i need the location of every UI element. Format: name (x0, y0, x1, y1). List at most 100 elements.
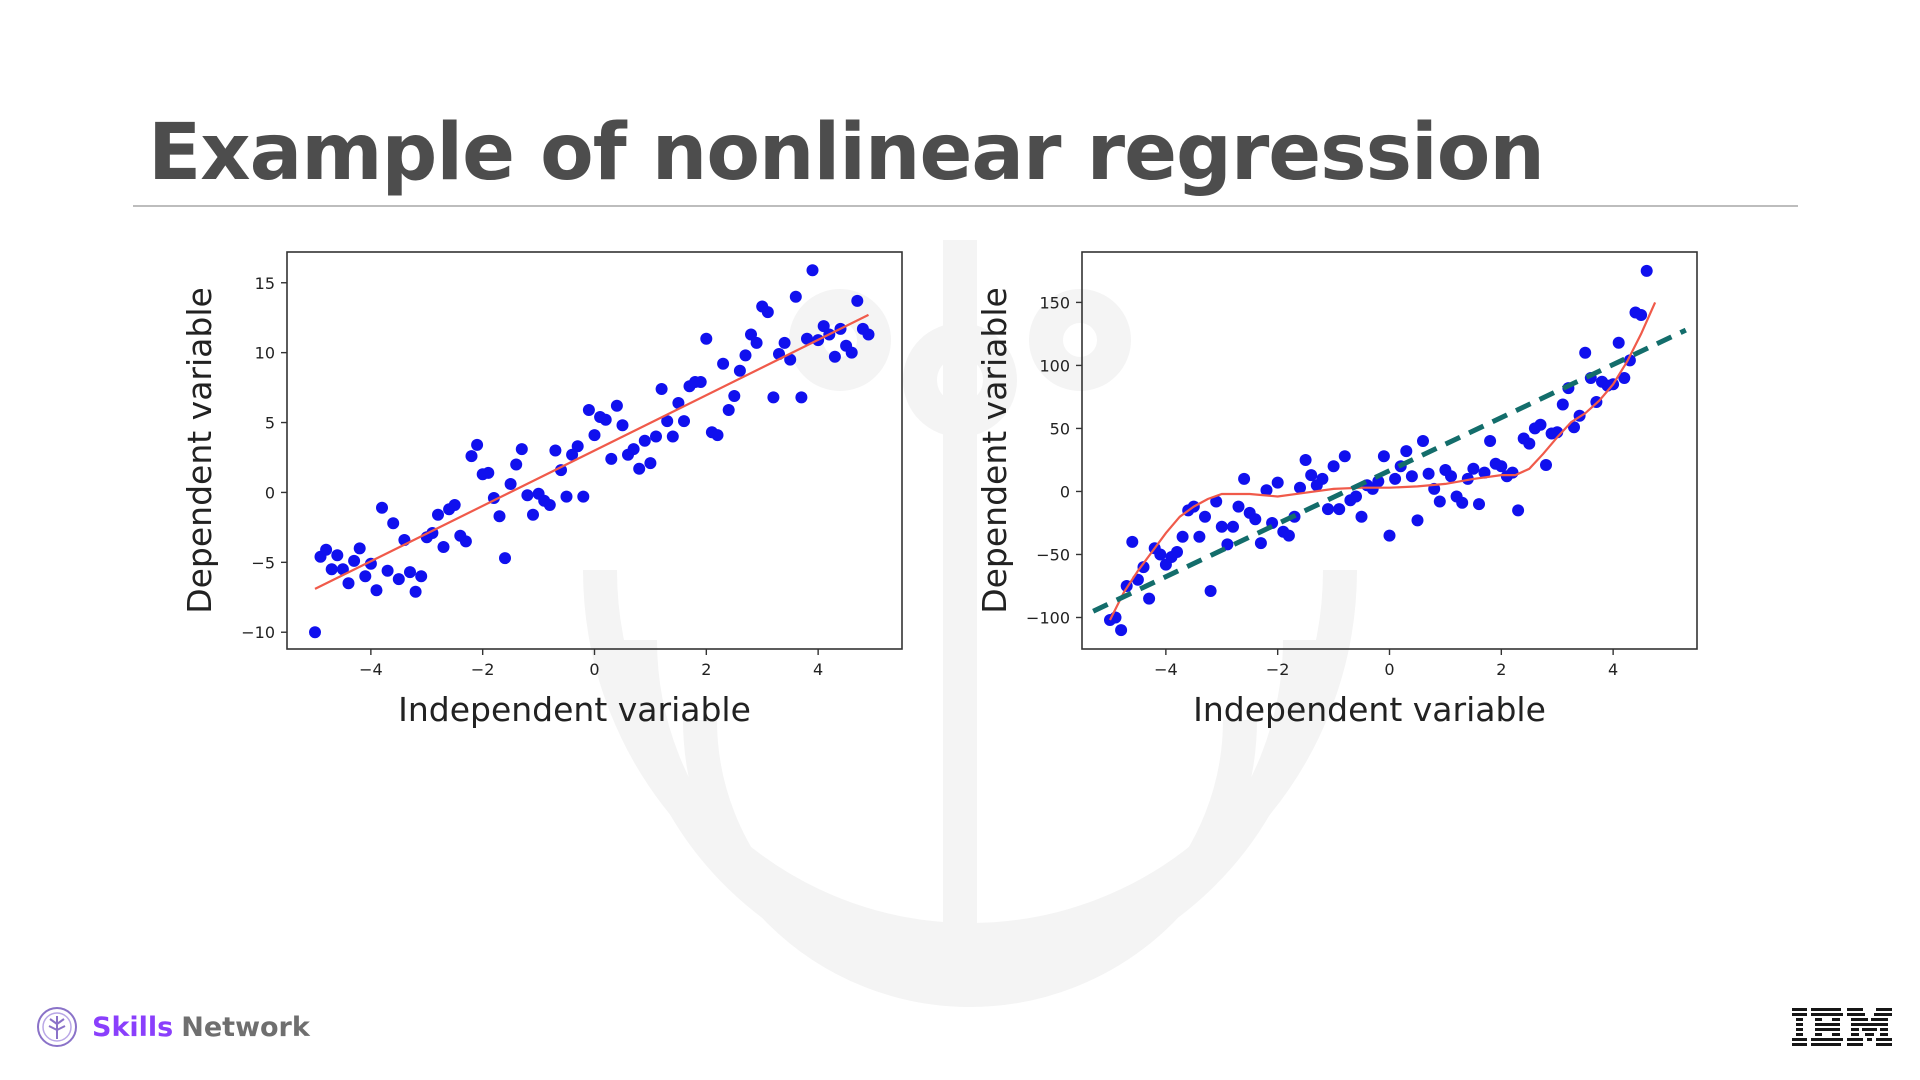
data-point (1372, 475, 1385, 488)
data-point (711, 429, 724, 442)
data-point (404, 566, 416, 579)
data-point (1405, 470, 1418, 483)
x-tick-label: −4 (359, 660, 383, 679)
data-point (767, 391, 780, 404)
data-point (1327, 460, 1340, 473)
data-point (515, 443, 528, 456)
data-point (320, 543, 333, 556)
data-point (392, 573, 405, 586)
data-point (482, 466, 495, 479)
data-point (1417, 435, 1429, 447)
x-tick-label: −2 (1266, 660, 1290, 679)
skills-network-brand: Skills Network (36, 1006, 310, 1048)
data-point (1199, 510, 1211, 523)
data-point (806, 264, 819, 277)
fit-curve-line (1109, 301, 1657, 621)
data-point (1640, 264, 1653, 277)
data-point (801, 332, 813, 345)
data-point (1260, 484, 1273, 497)
data-point (1249, 513, 1262, 526)
data-point (678, 415, 690, 428)
data-point (1389, 472, 1402, 485)
data-point (722, 404, 735, 416)
data-point (342, 577, 355, 590)
data-point (1316, 472, 1329, 485)
data-point (627, 443, 640, 456)
brand-skills-word: Skills (92, 1011, 174, 1043)
y-tick-label: −10 (241, 623, 275, 642)
x-tick-label: 2 (1496, 660, 1506, 679)
y-tick-label: 5 (265, 414, 275, 433)
data-point (560, 490, 573, 503)
y-tick-label: −5 (251, 553, 275, 572)
data-point (1445, 470, 1457, 483)
data-point (789, 290, 802, 303)
data-point (555, 464, 567, 477)
data-point (409, 585, 422, 598)
data-point (465, 450, 478, 463)
data-point (588, 429, 601, 442)
data-point (353, 542, 366, 555)
data-point (1506, 466, 1519, 479)
data-point (610, 399, 623, 412)
data-point (1171, 546, 1183, 558)
y-tick-label: 100 (1039, 356, 1070, 375)
data-point (1154, 548, 1167, 561)
data-point (1115, 624, 1128, 637)
data-point (1473, 498, 1485, 511)
data-point (381, 564, 394, 577)
chart-svg: −4 −2 0 2 4 −10 −5 0 5 10 15 Independent variable De… (180, 251, 903, 729)
data-point (733, 364, 746, 377)
data-point (370, 584, 383, 597)
data-point (1484, 435, 1497, 447)
data-point (739, 349, 752, 362)
data-point (577, 490, 590, 503)
data-point (1400, 445, 1413, 458)
data-point (309, 626, 321, 639)
data-point (1612, 336, 1625, 349)
data-point (694, 376, 707, 388)
data-point (1568, 421, 1580, 434)
data-point (1433, 495, 1446, 508)
data-point (1322, 503, 1334, 516)
y-tick-label: 50 (1050, 419, 1070, 438)
data-point (862, 328, 875, 341)
data-point (717, 357, 730, 370)
data-point (504, 478, 517, 490)
data-point (778, 336, 791, 349)
data-point (661, 415, 674, 428)
data-point (1238, 472, 1251, 485)
data-point (1383, 529, 1396, 542)
data-point (1232, 500, 1245, 513)
data-point (1126, 535, 1139, 548)
data-point (1227, 520, 1239, 533)
data-point (1512, 504, 1525, 517)
data-point (1534, 418, 1547, 431)
data-point (655, 383, 668, 395)
y-tick-label: −100 (1026, 608, 1070, 627)
data-point (1579, 346, 1592, 359)
data-point (521, 489, 534, 502)
data-point (387, 517, 400, 530)
nonlinear-regression-chart: −4 −2 0 2 4 −100 −50 0 50 100 150 Independent varia… (970, 240, 1705, 740)
data-point (1523, 437, 1536, 450)
data-point (728, 390, 741, 402)
data-point (1411, 514, 1424, 527)
data-point (1467, 462, 1480, 475)
y-axis-title: Dependent variable (975, 287, 1014, 614)
data-point (432, 508, 444, 521)
data-point (499, 552, 511, 565)
data-point (1299, 454, 1312, 466)
y-tick-label: 150 (1039, 293, 1070, 312)
data-point (1478, 466, 1491, 479)
data-point (549, 444, 562, 457)
data-point (1338, 450, 1351, 463)
data-point (599, 413, 612, 426)
data-point (1176, 530, 1189, 543)
data-point (851, 294, 864, 307)
data-point (1495, 460, 1508, 473)
data-point (605, 452, 618, 465)
data-point (700, 332, 713, 345)
data-point (750, 336, 763, 349)
